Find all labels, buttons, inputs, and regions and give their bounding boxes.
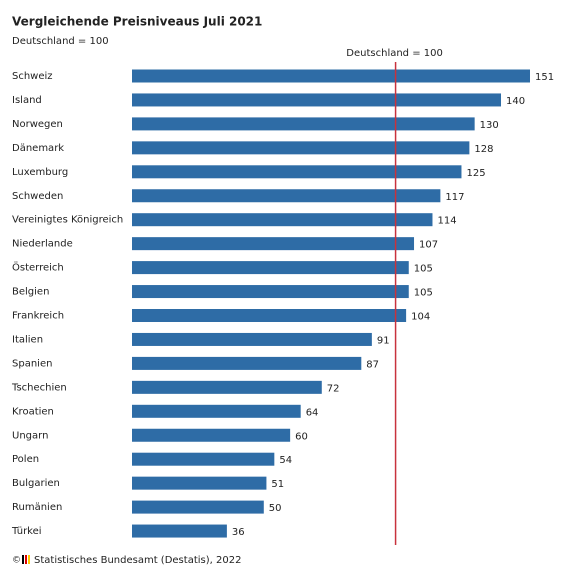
category-label: Bulgarien — [12, 478, 60, 489]
category-label: Norwegen — [12, 119, 63, 130]
value-label: 54 — [279, 455, 292, 466]
category-label: Island — [12, 95, 42, 106]
value-label: 130 — [480, 120, 499, 131]
value-label: 91 — [377, 335, 390, 346]
category-label: Italien — [12, 334, 43, 345]
value-label: 105 — [414, 288, 433, 299]
category-label: Schweiz — [12, 71, 53, 82]
category-label: Schweden — [12, 191, 63, 202]
bar — [132, 261, 409, 275]
copyright-icon: © — [12, 555, 30, 566]
category-label: Niederlande — [12, 239, 73, 250]
bar — [132, 500, 264, 514]
reference-label: Deutschland = 100 — [346, 48, 443, 59]
bar — [132, 404, 301, 418]
value-label: 50 — [269, 503, 282, 514]
category-label: Rumänien — [12, 502, 62, 513]
value-label: 128 — [474, 144, 493, 155]
bar — [132, 189, 441, 203]
value-label: 60 — [295, 431, 308, 442]
category-label: Vereinigtes Königreich — [12, 215, 123, 226]
bar — [132, 476, 267, 490]
value-label: 117 — [445, 192, 464, 203]
bar — [132, 69, 530, 83]
category-label: Spanien — [12, 358, 52, 369]
source: Statistisches Bundesamt (Destatis), 2022 — [34, 555, 241, 566]
bar — [132, 380, 322, 394]
bar — [132, 117, 475, 131]
category-label: Tschechien — [11, 382, 67, 393]
chart-title: Vergleichende Preisniveaus Juli 2021 — [12, 15, 262, 29]
svg-text:©: © — [12, 556, 21, 566]
value-label: 151 — [535, 72, 554, 83]
category-label: Türkei — [11, 526, 42, 537]
bar — [132, 356, 362, 370]
category-label: Frankreich — [12, 311, 64, 322]
value-label: 140 — [506, 96, 525, 107]
bar — [132, 237, 415, 251]
value-label: 105 — [414, 264, 433, 275]
value-label: 51 — [271, 479, 284, 490]
category-label: Polen — [12, 454, 39, 465]
bar — [132, 213, 433, 227]
category-label: Kroatien — [12, 406, 54, 417]
bar — [132, 332, 372, 346]
bar — [132, 141, 470, 155]
bar — [132, 524, 227, 538]
category-label: Luxemburg — [12, 167, 68, 178]
bar — [132, 285, 409, 299]
bar — [132, 165, 462, 179]
value-label: 64 — [306, 407, 319, 418]
category-label: Belgien — [12, 287, 49, 298]
value-label: 125 — [466, 168, 485, 179]
category-label: Dänemark — [12, 143, 64, 154]
value-label: 72 — [327, 383, 340, 394]
chart-subtitle: Deutschland = 100 — [12, 36, 109, 47]
value-label: 114 — [437, 216, 456, 227]
bar — [132, 452, 275, 466]
bar — [132, 93, 502, 107]
category-label: Österreich — [12, 261, 64, 274]
value-label: 107 — [419, 240, 438, 251]
value-label: 87 — [366, 359, 379, 370]
bar — [132, 309, 407, 322]
value-label: 36 — [232, 527, 245, 538]
bar — [132, 428, 291, 442]
category-label: Ungarn — [12, 430, 48, 441]
value-label: 104 — [411, 312, 430, 323]
